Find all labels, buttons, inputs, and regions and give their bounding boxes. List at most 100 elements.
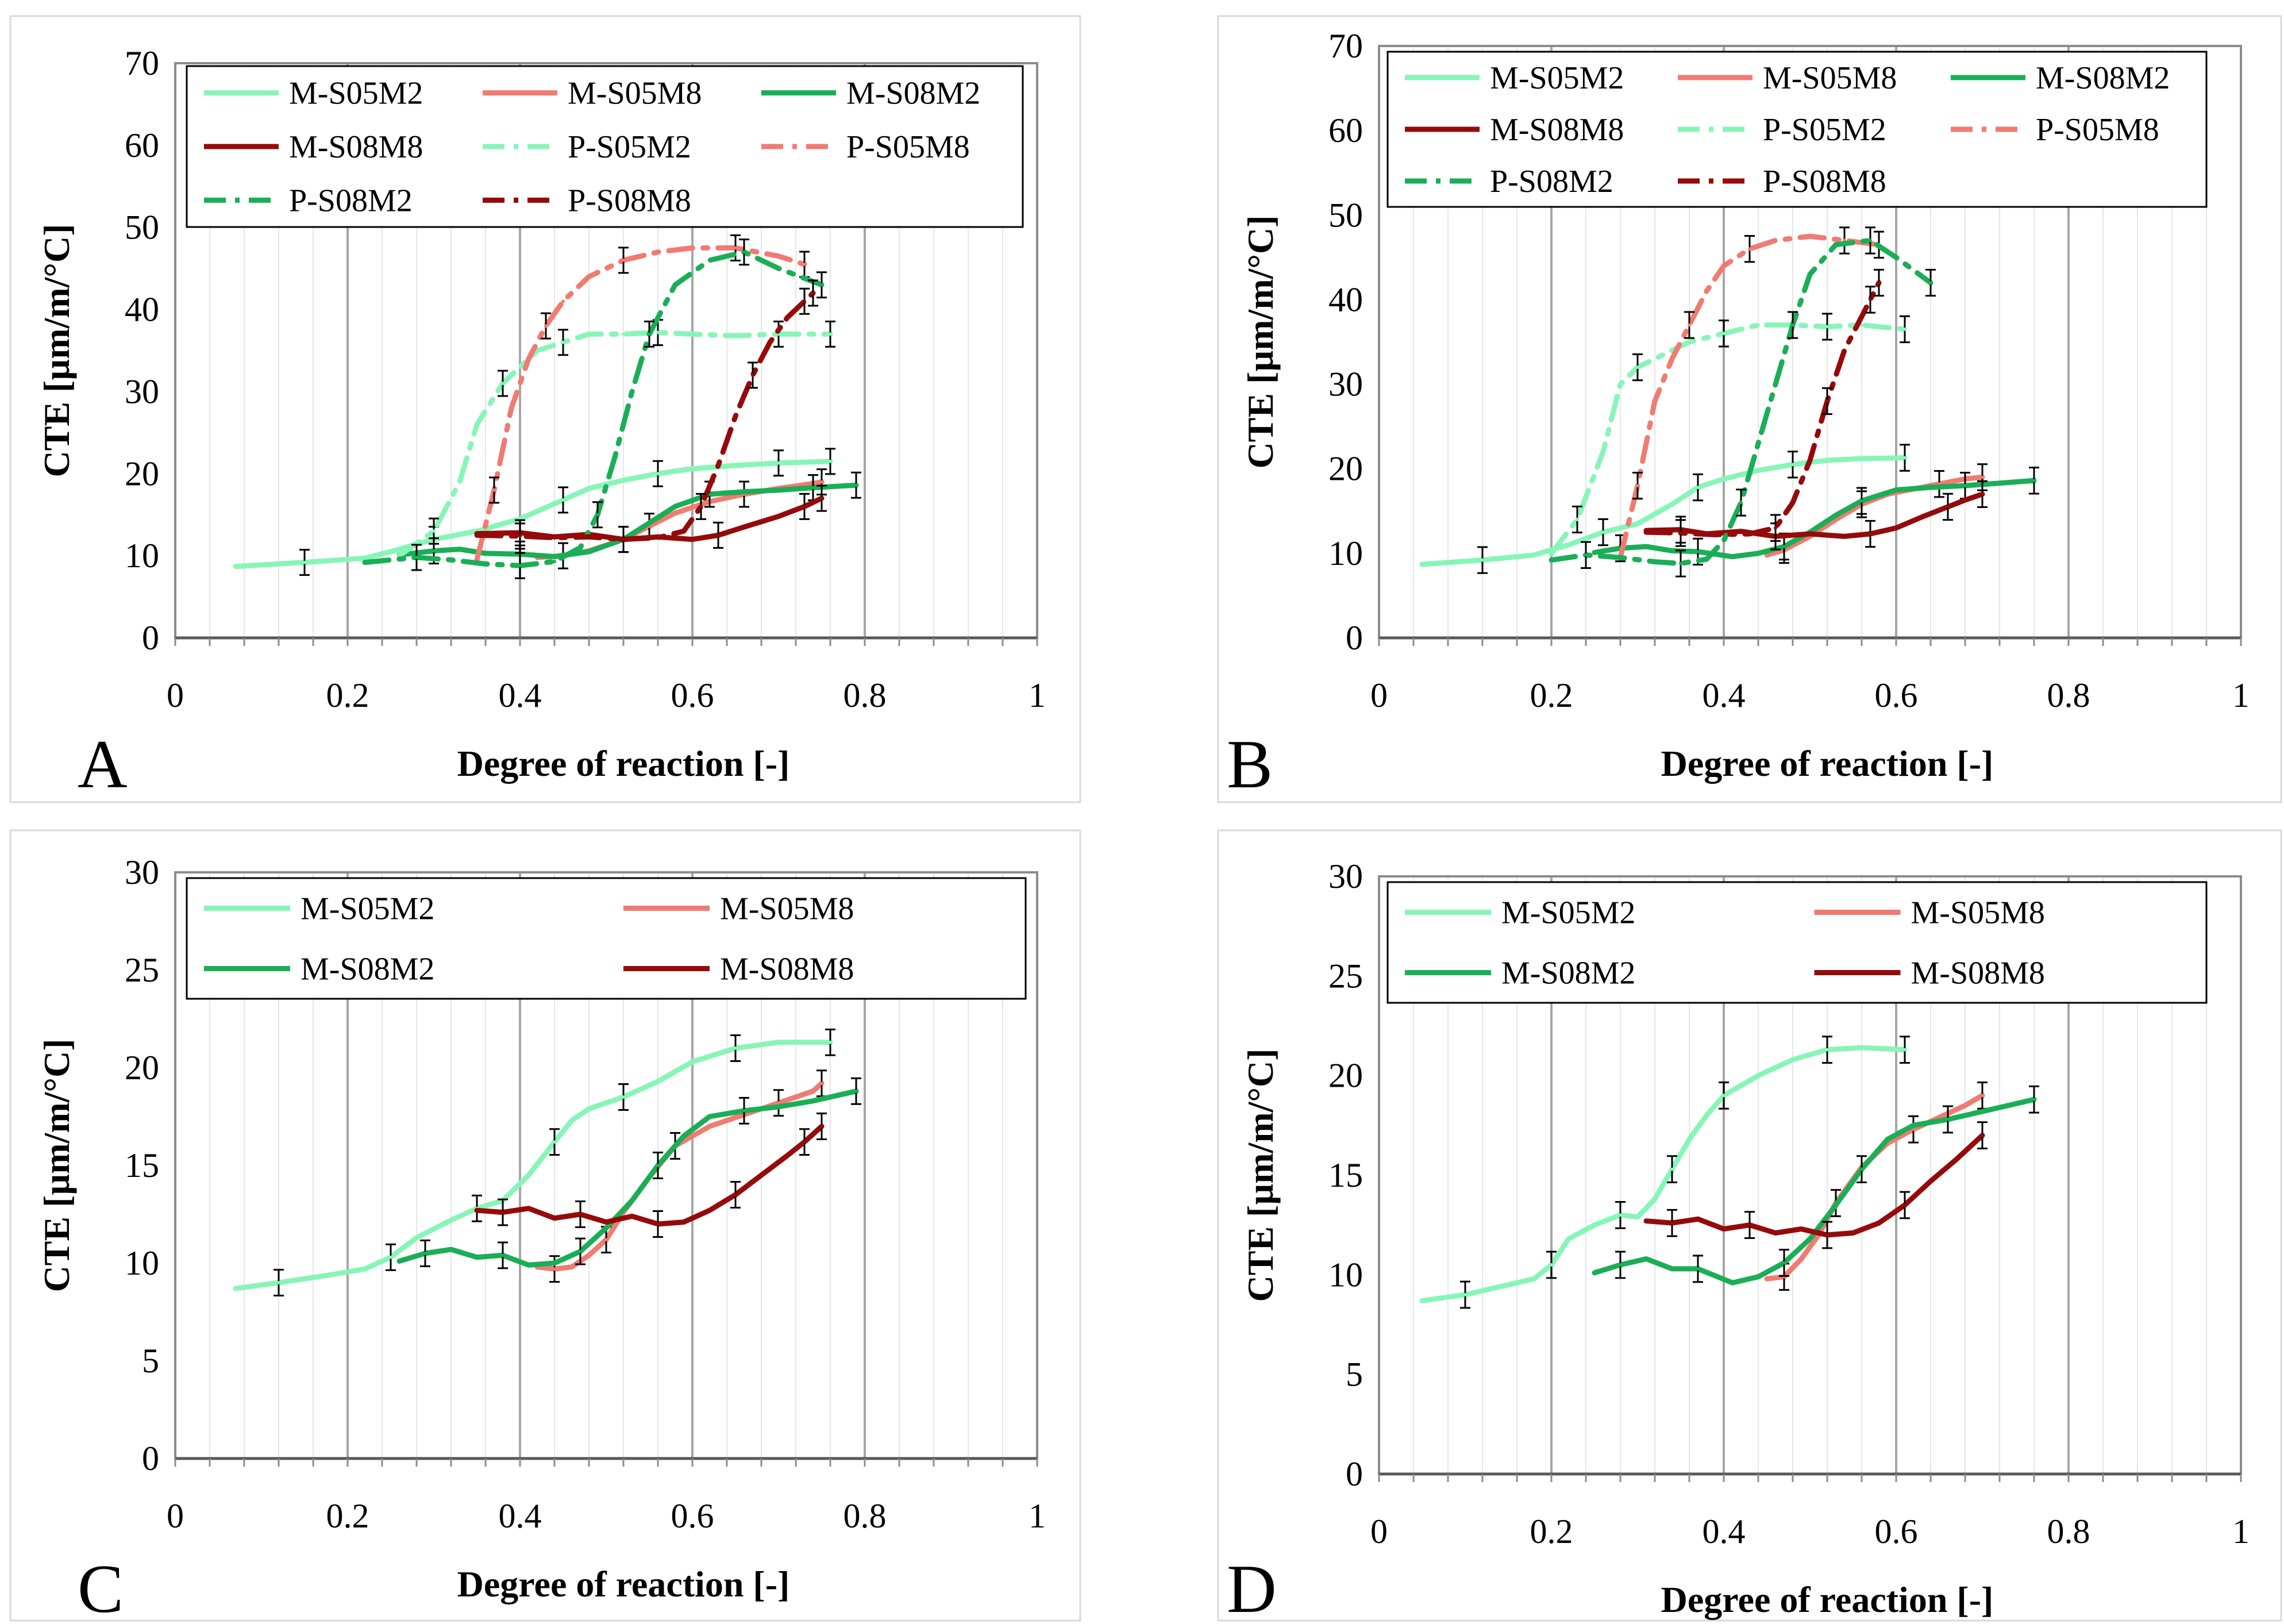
series-line-m-s08m2 bbox=[1592, 478, 2037, 560]
panel-letter: C bbox=[78, 1550, 124, 1624]
data-point bbox=[1463, 1293, 1467, 1296]
data-point bbox=[234, 564, 237, 568]
data-point bbox=[1644, 530, 1648, 534]
series-p-s08m8 bbox=[1643, 268, 1884, 547]
legend-item-m-s08m8: M-S08M8 bbox=[623, 952, 854, 987]
data-point bbox=[1739, 501, 1743, 505]
data-point bbox=[579, 1249, 582, 1253]
data-point bbox=[803, 299, 806, 303]
data-point bbox=[1584, 553, 1588, 557]
data-point bbox=[587, 535, 591, 539]
legend-item-m-s05m8: M-S05M8 bbox=[483, 76, 702, 111]
data-point bbox=[648, 521, 651, 525]
data-point bbox=[734, 246, 737, 250]
data-point bbox=[1722, 1094, 1725, 1098]
data-point bbox=[785, 315, 789, 320]
legend-box bbox=[186, 877, 1027, 1000]
legend-item-p-s08m8: P-S08M8 bbox=[483, 183, 691, 218]
data-point bbox=[1808, 532, 1812, 536]
legend-label: P-S08M2 bbox=[289, 183, 413, 218]
data-point bbox=[622, 258, 625, 262]
data-point bbox=[656, 472, 660, 476]
data-point bbox=[1636, 365, 1639, 370]
data-point bbox=[501, 382, 504, 386]
data-point bbox=[1705, 557, 1708, 561]
x-tick-label: 0.8 bbox=[2047, 676, 2090, 714]
y-tick-label: 0 bbox=[1346, 1455, 1363, 1493]
panel-d-series bbox=[1419, 1036, 2039, 1309]
panel-a-series bbox=[233, 234, 861, 579]
data-point bbox=[1963, 1103, 1967, 1107]
y-tick-label: 50 bbox=[1328, 196, 1363, 234]
panel-c-frame bbox=[9, 829, 1081, 1622]
panel-d: 0 5 10 15 20 25 30 0 0.2 0.4 0.6 0.8 1 Degree of reac… bbox=[1217, 829, 2282, 1624]
data-point bbox=[854, 1089, 858, 1093]
legend-item-p-s05m2: P-S05M2 bbox=[483, 129, 691, 165]
data-point bbox=[553, 555, 556, 559]
series-m-s08m8 bbox=[474, 1113, 827, 1238]
panel-letter: D bbox=[1227, 1550, 1277, 1624]
legend-item-p-s05m8: P-S05M8 bbox=[1951, 112, 2159, 148]
data-point bbox=[1593, 1223, 1596, 1227]
legend-item-m-s05m8: M-S05M8 bbox=[623, 891, 854, 927]
data-point bbox=[691, 246, 694, 250]
y-tick-label: 10 bbox=[125, 1244, 159, 1282]
data-point bbox=[656, 1079, 660, 1083]
x-tick-label: 0.6 bbox=[1875, 1513, 1918, 1550]
legend-item-m-s08m8: M-S08M8 bbox=[1814, 956, 2045, 991]
data-point bbox=[492, 488, 496, 492]
y-tick-label: 10 bbox=[1328, 1256, 1363, 1294]
data-point bbox=[1619, 556, 1622, 560]
data-point bbox=[673, 505, 677, 509]
data-point bbox=[1808, 234, 1812, 238]
data-point bbox=[777, 1040, 780, 1044]
data-point bbox=[449, 1248, 453, 1252]
legend-item-m-s05m2: M-S05M2 bbox=[1405, 895, 1635, 931]
data-point bbox=[363, 556, 367, 560]
legend-item-m-s08m8: M-S08M8 bbox=[204, 129, 423, 165]
legend-label: M-S08M8 bbox=[1490, 112, 1624, 148]
data-point bbox=[1670, 1167, 1674, 1171]
legend-label: M-S08M2 bbox=[1501, 956, 1635, 991]
legend-label: P-S05M2 bbox=[568, 129, 691, 165]
data-point bbox=[777, 488, 780, 492]
data-point bbox=[1894, 255, 1898, 259]
data-point bbox=[820, 480, 823, 484]
data-point bbox=[630, 390, 634, 394]
data-point bbox=[742, 250, 746, 254]
data-point bbox=[673, 283, 677, 287]
data-point bbox=[777, 254, 780, 258]
data-point bbox=[587, 1253, 591, 1257]
data-point bbox=[484, 562, 487, 566]
data-point bbox=[1636, 1215, 1639, 1219]
legend-label: M-S08M8 bbox=[1911, 956, 2045, 991]
data-point bbox=[630, 1214, 634, 1218]
data-point bbox=[1696, 1217, 1700, 1221]
x-axis-title: Degree of reaction [-] bbox=[457, 743, 790, 784]
data-point bbox=[1731, 1281, 1734, 1285]
data-point bbox=[691, 537, 694, 541]
data-point bbox=[1696, 1267, 1700, 1271]
data-point bbox=[389, 1255, 392, 1259]
data-point bbox=[510, 406, 513, 410]
x-tick-label: 0 bbox=[167, 1497, 184, 1535]
data-point bbox=[622, 332, 625, 336]
data-point bbox=[1679, 531, 1682, 535]
data-point bbox=[1722, 477, 1725, 481]
data-point bbox=[277, 1281, 280, 1284]
data-point bbox=[1825, 325, 1829, 329]
data-point bbox=[708, 258, 711, 262]
data-point bbox=[1696, 486, 1700, 490]
x-tick-label: 1 bbox=[2232, 676, 2250, 714]
data-point bbox=[1834, 1203, 1838, 1207]
y-tick-label: 20 bbox=[125, 455, 159, 492]
data-point bbox=[1834, 243, 1838, 247]
legend-label: M-S05M2 bbox=[1490, 60, 1624, 96]
data-point bbox=[1653, 1197, 1657, 1201]
legend-label: M-S08M8 bbox=[289, 129, 423, 165]
data-point bbox=[829, 1040, 832, 1044]
data-point bbox=[1791, 463, 1794, 467]
data-point bbox=[803, 263, 806, 266]
data-point bbox=[1981, 1133, 1984, 1137]
y-tick-label: 10 bbox=[125, 537, 159, 575]
